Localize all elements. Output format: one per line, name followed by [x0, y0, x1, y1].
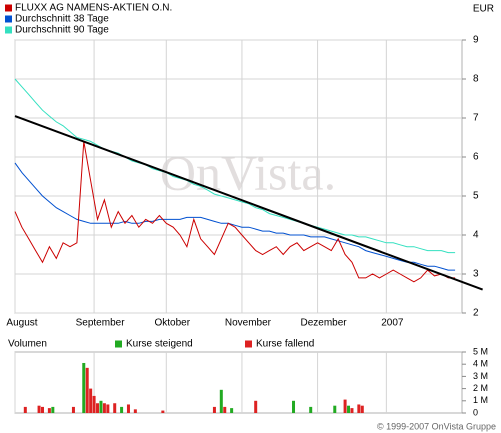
volume-bar	[212, 406, 216, 413]
price-line	[14, 162, 456, 271]
volume-bar	[120, 406, 124, 413]
volume-bar	[292, 400, 296, 413]
x-tick-label: November	[225, 318, 272, 329]
volume-bar	[223, 406, 227, 413]
currency: EUR	[473, 4, 494, 15]
legend-swatch	[5, 15, 12, 23]
volume-bar	[343, 399, 347, 413]
trendline	[14, 115, 483, 291]
volume-bar	[230, 408, 234, 413]
volume-bar	[347, 405, 351, 413]
legend-swatch	[5, 4, 12, 12]
volume-bar	[89, 388, 93, 413]
legend-label: Durchschnitt 90 Tage	[15, 25, 109, 36]
volume-bar	[82, 362, 86, 413]
legend-label: Kurse steigend	[126, 339, 193, 350]
y-tick-label: 3	[473, 269, 479, 280]
volume-bar	[360, 405, 364, 413]
y-tick-label: 7	[473, 113, 479, 124]
y-tick-label: 6	[473, 152, 479, 163]
x-tick-label: Dezember	[301, 318, 348, 329]
volume-title: Volumen	[8, 339, 47, 350]
volume-bar	[357, 404, 361, 413]
volume-bar	[219, 389, 223, 413]
price-line	[14, 78, 456, 254]
volume-bar	[37, 405, 41, 413]
y-tick-label: 4	[473, 230, 479, 241]
y-tick-label: 9	[473, 35, 479, 46]
copyright: © 1999-2007 OnVista Gruppe	[377, 421, 496, 431]
volume-bar	[96, 403, 100, 413]
watermark: OnVista.	[160, 144, 336, 200]
legend-swatch	[5, 26, 12, 34]
plot-frame	[14, 351, 463, 414]
volume-bar	[333, 405, 337, 413]
y-tick-label: 2 M	[473, 383, 488, 393]
x-tick-label: August	[6, 318, 37, 329]
y-tick-label: 0	[473, 407, 478, 417]
y-tick-label: 3 M	[473, 371, 488, 381]
volume-bar	[102, 403, 106, 413]
volume-bar	[309, 406, 313, 413]
legend-label: Durchschnitt 38 Tage	[15, 14, 109, 25]
volume-bar	[106, 404, 110, 413]
legend-label: Kurse fallend	[256, 339, 314, 350]
x-tick-label: September	[76, 318, 126, 329]
volume-bar	[85, 367, 89, 413]
volume-bar	[254, 400, 258, 413]
volume-bar	[71, 406, 75, 413]
y-tick-label: 5	[473, 191, 479, 202]
volume-bar	[113, 403, 117, 413]
volume-bar	[126, 404, 130, 413]
x-tick-label: 2007	[381, 318, 404, 329]
y-tick-label: 5 M	[473, 346, 488, 356]
y-tick-label: 8	[473, 74, 479, 85]
y-tick-label: 1 M	[473, 395, 488, 405]
price-line	[14, 141, 456, 283]
volume-bar	[23, 406, 27, 413]
volume-bar	[99, 400, 103, 413]
y-tick-label: 2	[473, 308, 479, 319]
volume-bar	[47, 408, 51, 413]
legend-label: FLUXX AG NAMENS-AKTIEN O.N.	[15, 3, 172, 14]
legend-swatch	[115, 340, 122, 348]
y-tick-label: 4 M	[473, 359, 488, 369]
legend-swatch	[245, 340, 252, 348]
x-tick-label: Oktober	[155, 318, 191, 329]
volume-bar	[161, 410, 165, 413]
volume-bar	[41, 406, 45, 413]
volume-bar	[51, 406, 55, 413]
volume-bar	[133, 409, 137, 413]
volume-bar	[350, 408, 354, 413]
volume-bar	[92, 395, 96, 413]
